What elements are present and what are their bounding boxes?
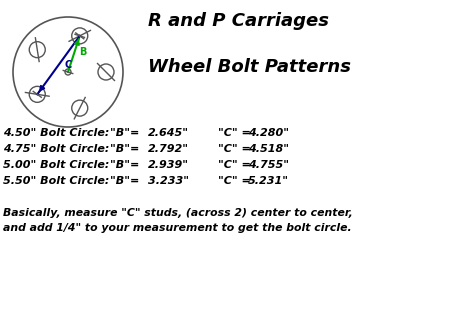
Text: 5.50" Bolt Circle:: 5.50" Bolt Circle: xyxy=(3,176,109,186)
Text: 5.00" Bolt Circle:: 5.00" Bolt Circle: xyxy=(3,160,109,170)
Text: 4.280": 4.280" xyxy=(248,128,289,138)
Text: 4.755": 4.755" xyxy=(248,160,289,170)
Text: "B"=: "B"= xyxy=(110,176,143,186)
Text: "B"=: "B"= xyxy=(110,144,143,154)
Text: "C" =: "C" = xyxy=(218,176,255,186)
Text: 4.518": 4.518" xyxy=(248,144,289,154)
Text: 5.231": 5.231" xyxy=(248,176,289,186)
Text: 2.645": 2.645" xyxy=(148,128,189,138)
Text: C: C xyxy=(64,60,72,70)
Text: R and P Carriages: R and P Carriages xyxy=(148,12,329,30)
Text: Basically, measure "C" studs, (across 2) center to center,: Basically, measure "C" studs, (across 2)… xyxy=(3,208,353,218)
Text: "C" =: "C" = xyxy=(218,160,255,170)
Text: "B"=: "B"= xyxy=(110,128,143,138)
Text: "C" =: "C" = xyxy=(218,144,255,154)
Text: 2.792": 2.792" xyxy=(148,144,189,154)
Text: B: B xyxy=(79,47,86,57)
Text: and add 1/4" to your measurement to get the bolt circle.: and add 1/4" to your measurement to get … xyxy=(3,223,352,233)
Text: 4.75" Bolt Circle:: 4.75" Bolt Circle: xyxy=(3,144,109,154)
Text: 3.233": 3.233" xyxy=(148,176,189,186)
Text: 2.939": 2.939" xyxy=(148,160,189,170)
Text: 4.50" Bolt Circle:: 4.50" Bolt Circle: xyxy=(3,128,109,138)
Text: Wheel Bolt Patterns: Wheel Bolt Patterns xyxy=(148,58,351,76)
Text: "B"=: "B"= xyxy=(110,160,143,170)
Text: "C" =: "C" = xyxy=(218,128,255,138)
